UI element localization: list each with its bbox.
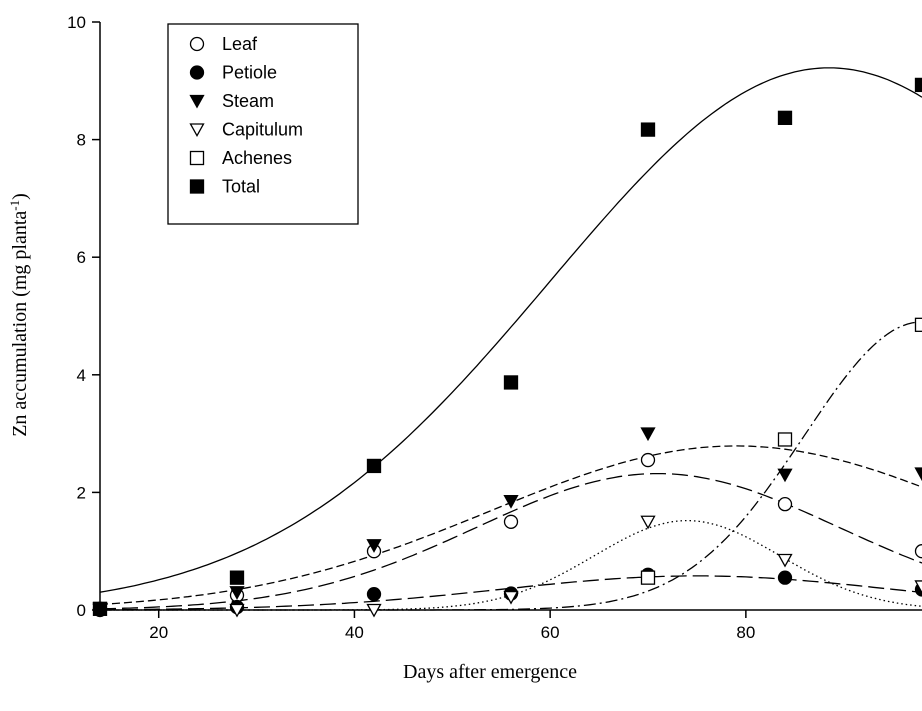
data-point-capitulum (914, 580, 922, 594)
x-tick-label: 40 (345, 623, 364, 642)
data-point-leaf (914, 544, 922, 559)
legend-marker-leaf (189, 36, 205, 52)
data-point-capitulum (366, 603, 382, 618)
x-axis-title: Days after emergence (403, 661, 577, 683)
data-point-capitulum (503, 590, 519, 605)
data-point-steam (914, 467, 922, 482)
data-point-total (366, 458, 382, 474)
fit-curve-achenes (100, 321, 922, 611)
data-point-steam (777, 468, 793, 483)
legend-marker-capitulum (189, 123, 205, 138)
y-axis-title: Zn accumulation (mg planta-1) (7, 193, 31, 437)
legend-label-petiole: Petiole (222, 63, 277, 83)
legend: Leaf Petiole Steam Capitulum Achenes Total (167, 23, 359, 225)
data-point-total (229, 570, 245, 585)
legend-marker-petiole (189, 65, 205, 80)
y-tick-label: 2 (77, 483, 86, 502)
data-points (92, 77, 922, 618)
x-tick-label: 20 (149, 623, 168, 642)
data-point-total (914, 77, 922, 93)
data-point-capitulum (777, 553, 793, 568)
y-tick-label: 10 (67, 13, 86, 32)
data-point-steam (640, 427, 656, 442)
data-point-capitulum (640, 515, 656, 530)
axis-titles: Days after emergence Zn accumulation (mg… (7, 193, 577, 683)
x-tick-label: 60 (541, 623, 560, 642)
legend-label-capitulum: Capitulum (222, 120, 303, 140)
data-point-leaf (503, 514, 519, 529)
y-tick-label: 0 (77, 601, 86, 620)
data-point-total (503, 375, 519, 390)
data-point-steam (366, 539, 382, 553)
x-tick-label: 80 (736, 623, 755, 642)
data-point-capitulum (229, 603, 245, 618)
y-tick-label: 4 (77, 366, 86, 385)
y-tick-label: 8 (77, 131, 86, 150)
y-axis-title-main: Zn accumulation (mg planta (9, 211, 31, 437)
data-point-total (92, 601, 108, 616)
data-point-steam (503, 495, 519, 509)
legend-marker-steam (189, 94, 205, 109)
legend-label-leaf: Leaf (222, 34, 258, 54)
data-point-achenes (914, 317, 922, 332)
data-point-achenes (640, 570, 656, 585)
data-point-leaf (640, 452, 656, 468)
legend-label-steam: Steam (222, 91, 274, 111)
y-axis-title-sup: -1 (7, 200, 22, 211)
data-point-leaf (777, 497, 793, 512)
y-axis-title-close: ) (9, 193, 31, 200)
legend-marker-total (189, 179, 205, 194)
y-tick-label: 6 (77, 248, 86, 267)
data-point-achenes (777, 432, 793, 447)
legend-label-total: Total (222, 177, 260, 197)
data-point-total (777, 110, 793, 125)
data-point-total (640, 122, 656, 137)
fit-curve-total (100, 67, 922, 593)
legend-marker-achenes (189, 150, 205, 166)
data-point-steam (229, 586, 245, 600)
data-point-petiole (777, 570, 793, 585)
legend-label-achenes: Achenes (222, 148, 292, 168)
data-point-petiole (366, 586, 382, 602)
